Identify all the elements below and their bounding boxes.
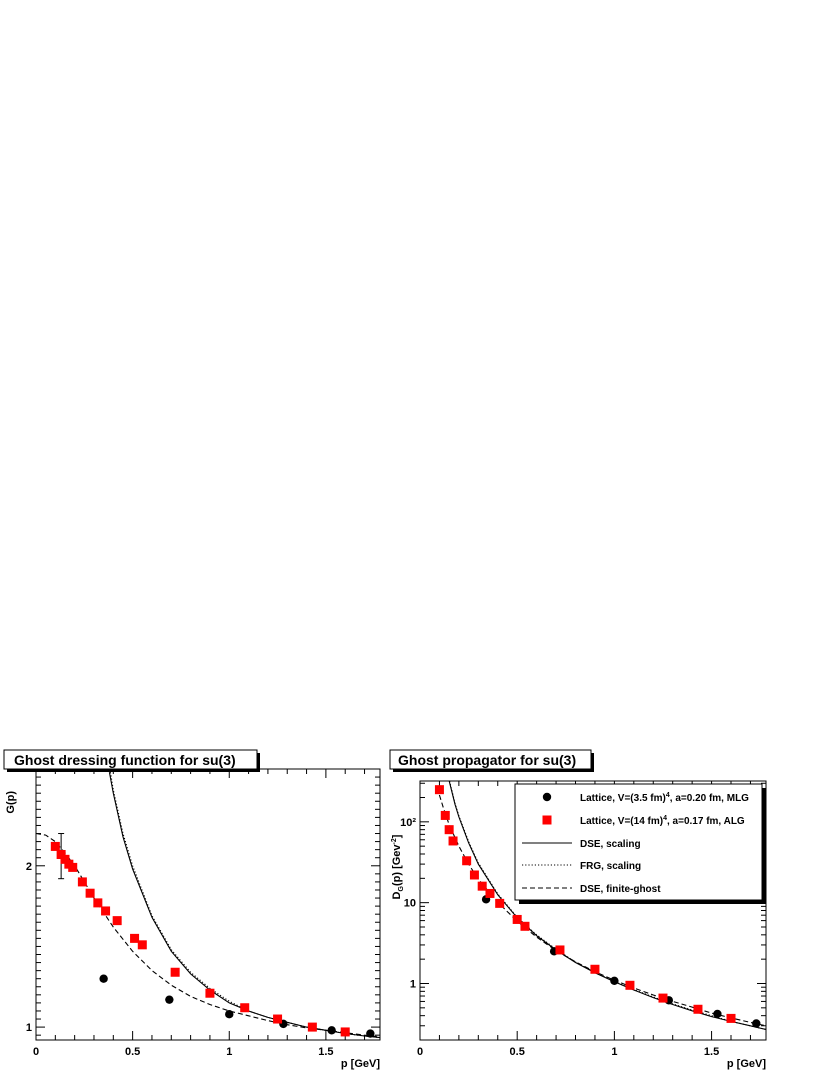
x-tick-label: 0 bbox=[417, 1046, 423, 1058]
data-point-square bbox=[77, 877, 87, 887]
legend: Lattice, V=(3.5 fm)4, a=0.20 fm, MLGLatt… bbox=[514, 783, 766, 904]
x-axis: 0 0.5 1 1.5 p [GeV] bbox=[33, 769, 380, 1070]
legend-label-text: DSE, finite-ghost bbox=[580, 884, 661, 895]
y-axis-label-part: (p) [Gev bbox=[391, 844, 403, 886]
data-point-square bbox=[555, 945, 565, 955]
data-point-square bbox=[495, 898, 505, 908]
data-point-square bbox=[130, 933, 140, 943]
data-point-circle bbox=[366, 1029, 375, 1038]
data-point-square bbox=[440, 810, 450, 820]
data-point-square bbox=[205, 988, 215, 998]
series-line bbox=[438, 794, 766, 1027]
data-point-square bbox=[625, 980, 635, 990]
data-point-square bbox=[485, 888, 495, 898]
x-tick-label: 0 bbox=[33, 1046, 39, 1058]
legend-label: FRG, scaling bbox=[580, 861, 641, 872]
data-point-circle bbox=[165, 995, 174, 1004]
y-tick-label: 2 bbox=[26, 861, 32, 873]
x-axis-label: p [GeV] bbox=[727, 1058, 766, 1070]
series-line bbox=[36, 832, 380, 1038]
data-point-circle bbox=[752, 1019, 761, 1028]
chart-title: Ghost propagator for su(3) bbox=[398, 752, 576, 768]
data-point-square bbox=[477, 881, 487, 891]
legend-label-text: Lattice, V=(14 fm) bbox=[580, 816, 663, 827]
data-point-square bbox=[56, 849, 66, 859]
legend-marker-square bbox=[542, 815, 552, 825]
data-point-square bbox=[240, 1003, 250, 1013]
legend-label-text: Lattice, V=(3.5 fm) bbox=[580, 793, 666, 804]
data-point-circle bbox=[99, 974, 108, 983]
series-line bbox=[448, 781, 766, 1031]
data-point-square bbox=[512, 914, 522, 924]
data-point-square bbox=[340, 1027, 350, 1037]
data-point-square bbox=[137, 940, 147, 950]
y-axis-label-part: -2 bbox=[391, 838, 398, 844]
data-point-square bbox=[273, 1014, 283, 1024]
data-point-square bbox=[726, 1013, 736, 1023]
y-axis-label-part: G bbox=[398, 885, 405, 891]
data-point-square bbox=[658, 993, 668, 1003]
y-tick-label: 1 bbox=[410, 978, 416, 990]
legend-box bbox=[514, 783, 763, 901]
data-point-square bbox=[590, 964, 600, 974]
y-tick-label: 10 bbox=[404, 898, 416, 910]
series-line bbox=[448, 781, 766, 1031]
legend-label-sup: 4 bbox=[666, 792, 670, 799]
data-point-square bbox=[520, 921, 530, 931]
x-tick-label: 0.5 bbox=[125, 1046, 140, 1058]
legend-label: DSE, scaling bbox=[580, 839, 641, 850]
series-line bbox=[108, 772, 380, 1039]
data-point-circle bbox=[713, 1009, 722, 1019]
data-point-square bbox=[444, 825, 454, 835]
chart-panel-1: Ghost dressing function for su(3) 0 0.5 1 1.… bbox=[3, 749, 381, 1070]
data-point-square bbox=[93, 898, 103, 908]
legend-label-text: , a=0.20 fm, MLG bbox=[670, 793, 749, 804]
legend-label-text: FRG, scaling bbox=[580, 861, 641, 872]
plot-area bbox=[36, 772, 380, 1039]
data-point-square bbox=[101, 906, 111, 916]
data-point-square bbox=[60, 854, 70, 864]
y-axis-label: G(p) bbox=[5, 791, 17, 814]
x-tick-label: 1.5 bbox=[704, 1046, 719, 1058]
legend-marker-circle bbox=[542, 792, 552, 802]
data-point-square bbox=[462, 856, 472, 866]
y-axis-label-part: D bbox=[391, 891, 403, 899]
data-point-circle bbox=[327, 1026, 336, 1035]
y-tick-label: 1 bbox=[26, 1022, 32, 1034]
x-tick-label: 1.5 bbox=[318, 1046, 333, 1058]
data-point-square bbox=[170, 967, 180, 977]
legend-label-text: DSE, scaling bbox=[580, 839, 641, 850]
plot-area bbox=[434, 781, 766, 1031]
x-tick-label: 1 bbox=[226, 1046, 232, 1058]
x-tick-label: 0.5 bbox=[510, 1046, 525, 1058]
data-point-square bbox=[448, 836, 458, 846]
y-tick-label: 10² bbox=[400, 817, 416, 829]
legend-label: Lattice, V=(14 fm)4, a=0.17 fm, ALG bbox=[580, 815, 745, 827]
legend-label-sup: 4 bbox=[663, 815, 667, 822]
data-point-square bbox=[693, 1004, 703, 1014]
data-point-square bbox=[85, 888, 95, 898]
data-point-square bbox=[469, 870, 479, 880]
y-axis-label-part: ] bbox=[391, 834, 403, 838]
chart-panel-2: Ghost propagator for su(3) 0 0.5 1 1.5 p [GeV… bbox=[389, 749, 767, 1070]
plot-frame bbox=[35, 768, 381, 1041]
chart-title: Ghost dressing function for su(3) bbox=[14, 752, 236, 768]
data-point-square bbox=[68, 862, 78, 872]
data-point-square bbox=[112, 916, 122, 926]
legend-label-text: , a=0.17 fm, ALG bbox=[667, 816, 745, 827]
x-tick-label: 1 bbox=[611, 1046, 617, 1058]
data-point-circle bbox=[225, 1009, 234, 1019]
y-axis-label: DG(p) [Gev-2] bbox=[391, 834, 405, 899]
chart-title-box bbox=[389, 749, 592, 770]
legend-label: DSE, finite-ghost bbox=[580, 884, 661, 895]
y-axis: 1 2 G(p) bbox=[5, 768, 380, 1036]
data-point-square bbox=[307, 1022, 317, 1032]
x-axis-label: p [GeV] bbox=[341, 1058, 380, 1070]
legend-label: Lattice, V=(3.5 fm)4, a=0.20 fm, MLG bbox=[580, 792, 749, 804]
data-point-square bbox=[50, 841, 60, 851]
data-point-circle bbox=[610, 976, 619, 985]
data-point-square bbox=[434, 785, 444, 795]
series-line bbox=[109, 772, 380, 1039]
